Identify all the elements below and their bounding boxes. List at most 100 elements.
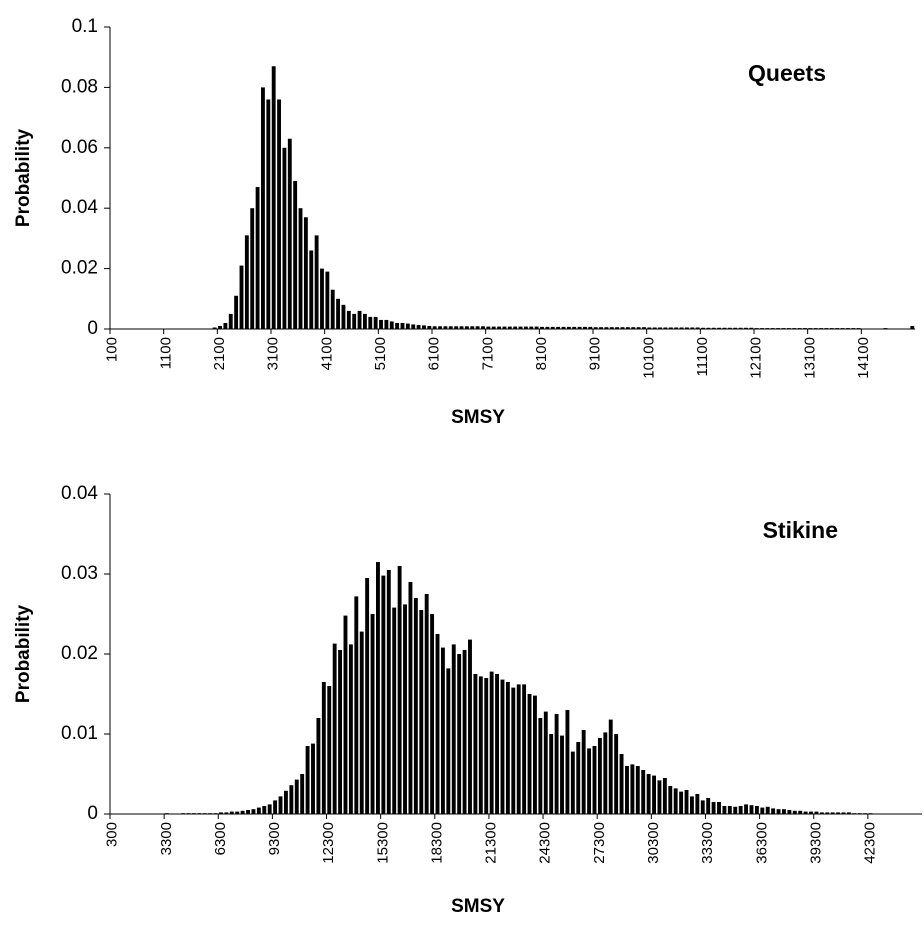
bar (701, 327, 705, 329)
bar (491, 326, 496, 329)
bar (341, 304, 346, 329)
bar (545, 326, 550, 329)
bar (213, 813, 218, 814)
bar (781, 328, 786, 329)
bar (191, 813, 196, 814)
bar (277, 99, 281, 329)
bar (733, 327, 738, 329)
bar (581, 730, 586, 814)
x-tick-label: 300 (104, 822, 121, 847)
bar (631, 327, 636, 329)
bar (744, 804, 749, 814)
y-tick-label: 0.08 (61, 76, 98, 97)
y-tick-label: 0.1 (72, 16, 98, 37)
bar (484, 678, 489, 814)
bar (327, 686, 332, 814)
bar (293, 181, 298, 329)
bar (835, 328, 840, 329)
bar (829, 328, 834, 329)
bar (695, 327, 700, 329)
bar (516, 684, 521, 814)
bar (727, 806, 732, 814)
bar (223, 322, 228, 329)
bar (457, 654, 462, 814)
bar (706, 798, 711, 814)
bar (298, 208, 303, 329)
x-tick-label: 24300 (537, 822, 554, 864)
bar (771, 808, 776, 814)
bar (846, 812, 851, 814)
y-tick-label: 0.04 (61, 197, 98, 218)
bar (684, 790, 689, 814)
bar (532, 695, 537, 814)
bar (749, 805, 754, 814)
bar (362, 313, 367, 329)
y-axis-title: Probability (13, 604, 34, 703)
bar (368, 316, 373, 329)
x-tick-label: 100 (104, 337, 121, 362)
bar (695, 794, 700, 814)
y-tick-label: 0.04 (61, 483, 98, 504)
bar (550, 326, 555, 329)
annotation: Queets (748, 60, 826, 86)
bar (424, 594, 429, 814)
bar (282, 147, 287, 329)
bar (749, 327, 754, 329)
bar (240, 810, 245, 814)
bar (910, 325, 915, 329)
bar (475, 326, 480, 329)
bar (587, 748, 592, 814)
bar (824, 328, 829, 329)
bar (446, 668, 451, 814)
y-axis-title: Probability (13, 128, 34, 227)
bar (814, 811, 819, 814)
bar (348, 644, 353, 814)
bar (608, 719, 613, 814)
bar (289, 785, 294, 814)
bar (560, 735, 564, 814)
bar (408, 582, 413, 814)
x-tick-label: 11100 (694, 337, 711, 377)
bar (630, 764, 635, 814)
bar (642, 327, 646, 329)
bar (208, 813, 213, 814)
x-tick-label: 8100 (533, 337, 550, 370)
bar (588, 326, 593, 329)
bar (502, 326, 507, 329)
bar (782, 809, 786, 814)
bar (597, 738, 602, 814)
bar (803, 811, 808, 814)
bar (500, 679, 505, 814)
x-tick-label: 10100 (640, 337, 657, 379)
bar (603, 732, 608, 814)
bar (464, 326, 469, 329)
bar (186, 813, 191, 814)
bar (868, 813, 873, 814)
x-tick-label: 3100 (265, 337, 282, 370)
bar (733, 806, 738, 814)
bar (219, 812, 223, 814)
bar (636, 327, 641, 329)
bar (370, 614, 375, 814)
bar (722, 327, 727, 329)
bar (809, 811, 813, 814)
bar (413, 598, 418, 814)
x-tick-label: 39300 (807, 822, 824, 864)
bar (722, 806, 727, 814)
x-tick-label: 33300 (699, 822, 716, 864)
bar (662, 778, 667, 814)
x-tick-label: 27300 (591, 822, 608, 864)
bar (609, 327, 614, 329)
bar (717, 802, 721, 814)
bar (615, 327, 620, 329)
bar (343, 615, 348, 814)
bar (765, 806, 770, 814)
bar (228, 313, 233, 329)
bar (300, 774, 305, 814)
bar (346, 310, 351, 329)
bar (267, 804, 272, 814)
bar (635, 766, 640, 814)
bar (294, 779, 299, 814)
x-tick-label: 21300 (483, 822, 500, 864)
bar (523, 326, 528, 329)
